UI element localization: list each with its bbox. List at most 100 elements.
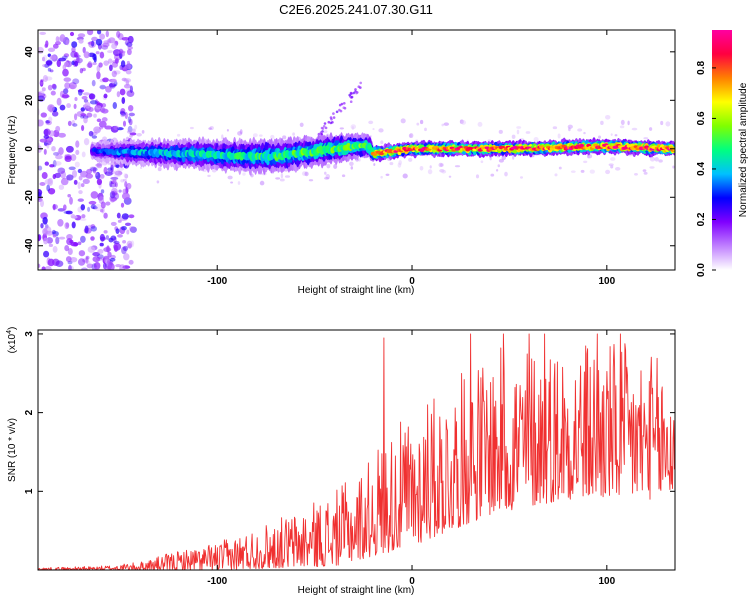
spectrogram-cell <box>81 125 85 131</box>
spectrogram-cell <box>78 175 83 181</box>
spectrogram-cell <box>41 87 46 92</box>
spectrogram-cell <box>103 40 110 44</box>
spectrogram-cell <box>320 126 324 130</box>
spectrogram-cell <box>126 240 133 249</box>
spectrogram-cell <box>66 233 73 241</box>
spectrogram-cell <box>626 144 632 148</box>
spectrogram-cell <box>230 181 234 184</box>
spectrogram-cell <box>56 97 62 106</box>
spectrogram-cell <box>69 196 73 205</box>
spectrogram-cell <box>126 48 132 56</box>
spectrogram-cell <box>68 82 77 90</box>
spectrogram-cell <box>48 243 54 248</box>
spectrogram-cell <box>520 176 523 179</box>
spectrogram-cell <box>113 170 119 174</box>
spectrogram-cell <box>280 173 284 179</box>
spectrogram-cell <box>75 57 83 64</box>
spectrogram-cell <box>79 217 87 222</box>
spectrogram-cell <box>126 229 130 235</box>
spectrogram-cell <box>47 84 53 91</box>
spectrogram-cell <box>332 116 336 119</box>
spectrogram-cell <box>44 76 53 81</box>
spectrogram-cell <box>557 133 561 139</box>
spectrogram-cell <box>221 134 224 140</box>
spectrogram-cell <box>105 235 110 240</box>
spectrogram-cell <box>71 46 76 53</box>
spectrogram-cell <box>301 171 308 176</box>
spectrogram-cell <box>95 163 102 167</box>
spectrogram-cell <box>114 170 123 176</box>
spectrogram-cell <box>111 43 118 50</box>
spectrogram-cell <box>87 30 94 36</box>
spectrogram-cell <box>343 102 346 105</box>
spectrogram-cell <box>475 174 480 179</box>
spectrogram-cell <box>75 140 80 148</box>
spectrogram-cell <box>643 137 649 140</box>
spectrogram-cell <box>619 125 625 129</box>
spectrogram-cell <box>56 59 62 68</box>
spectrogram-cell <box>156 180 160 184</box>
spectrogram-cell <box>73 179 78 185</box>
spectrogram-cell <box>111 70 117 78</box>
spectrogram-cell <box>114 58 119 64</box>
spectrogram-cell <box>45 40 49 48</box>
spectrogram-cell <box>107 58 113 64</box>
spectrogram-cell <box>103 255 110 260</box>
spectrogram-cell <box>40 223 44 229</box>
spectrogram-cell <box>65 145 74 153</box>
spectrogram-cell <box>77 258 86 266</box>
spectrogram-cell <box>533 137 539 142</box>
spectrogram-cell <box>49 164 55 168</box>
spectrogram-cell <box>99 84 106 90</box>
spectrogram-cell <box>113 70 121 75</box>
spectrogram-y-tick-label: 0 <box>24 146 35 152</box>
spectrogram-cell <box>416 122 420 126</box>
spectrogram-cell <box>93 261 101 270</box>
spectrogram-cell <box>90 225 97 232</box>
snr-y-tick-label: 1 <box>24 488 35 494</box>
spectrogram-cell <box>113 244 119 252</box>
spectrogram-cell <box>90 224 96 229</box>
spectrogram-cell <box>128 104 134 112</box>
spectrogram-cell <box>85 256 89 264</box>
spectrogram-cell <box>87 41 94 45</box>
spectrogram-cell <box>71 119 76 126</box>
spectrogram-cell <box>44 266 52 270</box>
spectrogram-cell <box>98 62 103 68</box>
spectrogram-cell <box>359 81 363 85</box>
spectrogram-cell <box>128 112 135 117</box>
spectrogram-cell <box>605 169 611 175</box>
spectrogram-cell <box>49 105 53 113</box>
spectrogram-cell <box>105 265 112 270</box>
spectrogram-cell <box>81 95 88 100</box>
snr-x-tick-label: 100 <box>598 576 615 587</box>
spectrogram-cell <box>610 165 614 169</box>
spectrogram-cell <box>43 54 48 63</box>
spectrogram-cell <box>93 113 97 118</box>
spectrogram-cell <box>380 140 384 145</box>
spectrogram-cell <box>110 221 117 226</box>
spectrogram-cell <box>80 235 86 243</box>
spectrogram-cell <box>77 89 83 96</box>
spectrogram-cell <box>38 263 41 269</box>
spectrogram-cell <box>127 35 134 44</box>
spectrogram-cell <box>326 163 331 169</box>
spectrogram-cell <box>605 115 611 120</box>
spectrogram-y-tick-label: -40 <box>24 238 35 253</box>
snr-y-tick-label: 2 <box>24 409 35 415</box>
spectrogram-cell <box>121 192 130 200</box>
spectrogram-cell <box>130 240 135 248</box>
spectrogram-cell <box>461 120 467 125</box>
spectrogram-cell <box>107 167 113 172</box>
spectrogram-cell <box>105 201 111 206</box>
spectrogram-cell <box>77 33 86 38</box>
spectrogram-cell <box>47 67 52 72</box>
spectrogram-cell <box>207 174 211 178</box>
spectrogram-cell <box>259 180 265 186</box>
spectrogram-cell <box>65 210 73 215</box>
spectrogram-cell <box>64 244 70 252</box>
spectrogram-cell <box>226 129 229 132</box>
spectrogram-cell <box>65 222 70 228</box>
spectrogram-cell <box>87 61 93 69</box>
snr-scale-label: (x104) <box>6 327 18 354</box>
